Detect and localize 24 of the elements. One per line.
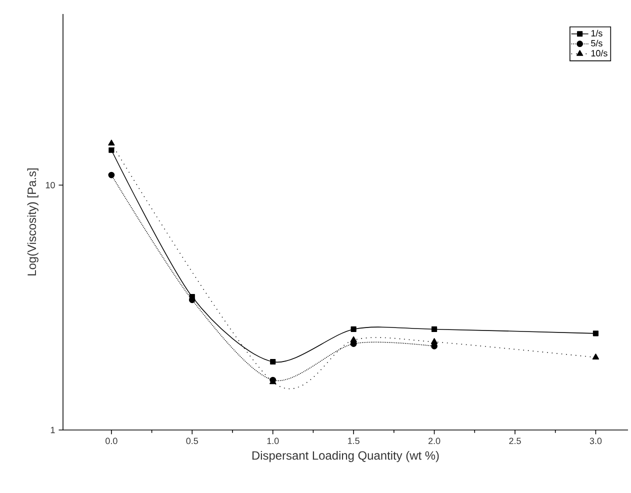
x-tick-label: 1.0 xyxy=(267,438,279,444)
x-axis-title: Dispersant Loading Quantity (wt %) xyxy=(252,450,439,462)
point xyxy=(592,330,599,336)
point xyxy=(432,326,438,332)
legend-label: 1/s xyxy=(591,30,602,36)
point xyxy=(108,172,115,178)
point xyxy=(430,338,438,344)
x-tick-label: 0.0 xyxy=(106,438,118,444)
point xyxy=(108,140,115,146)
legend-label: 10/s xyxy=(591,50,608,56)
x-tick-label: 1.5 xyxy=(348,438,360,444)
point xyxy=(350,326,356,332)
y-tick-label: 10 xyxy=(46,182,55,188)
y-tick-label: 1 xyxy=(50,426,55,434)
y-axis-title: Log(Viscosity) [Pa.s] xyxy=(27,168,38,276)
x-tick-label: 2.0 xyxy=(428,438,440,444)
x-tick-label: 2.5 xyxy=(509,438,521,444)
point xyxy=(108,147,114,153)
point xyxy=(592,354,600,360)
point xyxy=(270,358,276,365)
x-tick-label: 0.5 xyxy=(186,438,198,444)
legend-label: 5/s xyxy=(591,40,602,46)
point xyxy=(350,336,357,342)
x-tick-label: 3.0 xyxy=(590,438,602,444)
